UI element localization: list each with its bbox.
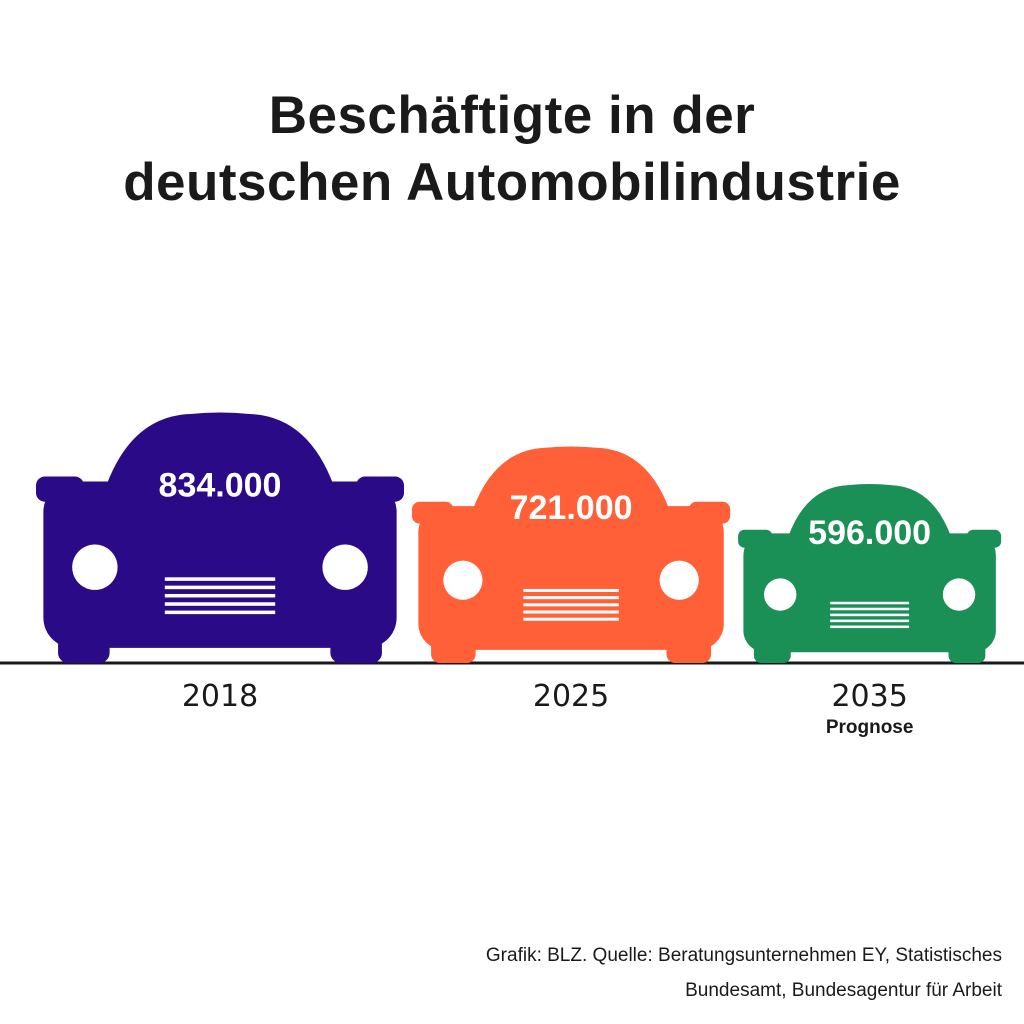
car-wheel-right (330, 622, 382, 663)
car-grille-line (523, 603, 619, 607)
car-roof (472, 446, 670, 511)
value-label-2025: 721.000 (510, 489, 633, 527)
car-wheel-right (666, 628, 712, 663)
car-grille-line (830, 625, 910, 629)
car-headlight-right (659, 560, 699, 600)
car-grille-line (164, 577, 276, 581)
car-grille-line (830, 601, 910, 605)
car-grille-line (830, 607, 910, 611)
car-body (743, 533, 996, 653)
car-grille-line (164, 593, 276, 598)
year-label-2025: 2025 (533, 679, 609, 714)
car-roof (788, 483, 952, 537)
car-bar-2035 (738, 483, 1002, 663)
car-headlight-right (322, 544, 368, 590)
car-grille-line (523, 596, 619, 600)
car-wheel-left (431, 628, 476, 663)
year-label-2035: 2035 (831, 679, 907, 714)
car-grille-line (523, 588, 619, 592)
note-label-2035: Prognose (826, 717, 914, 738)
chart-title-line-1: Beschäftigte in der (268, 86, 756, 145)
car-grille-line (164, 610, 276, 615)
car-headlight-left (443, 560, 483, 600)
car-wheel-left (753, 634, 791, 663)
car-headlight-right (942, 578, 976, 611)
car-grille-line (523, 610, 619, 614)
value-label-2035: 596.000 (808, 514, 931, 552)
car-body (418, 506, 724, 650)
value-label-2018: 834.000 (159, 467, 282, 505)
car-bar-2025 (412, 446, 731, 663)
chart-title-line-2: deutschen Automobilindustrie (123, 153, 901, 212)
car-bar-2018 (36, 412, 404, 663)
chart-title: Beschäftigte in der deutschen Automobili… (0, 82, 1024, 216)
car-wheel-right (948, 634, 986, 663)
car-body (43, 481, 397, 648)
car-grille-line (523, 617, 619, 621)
car-grille-line (830, 619, 910, 623)
source-line-1: Grafik: BLZ. Quelle: Beratungsunternehme… (485, 945, 1002, 966)
car-grille-line (164, 585, 276, 590)
car-roof (105, 412, 335, 487)
car-grille-line (164, 602, 276, 606)
car-grille-line (830, 613, 910, 617)
year-label-2018: 2018 (182, 679, 258, 714)
car-headlight-left (72, 544, 118, 590)
car-headlight-left (764, 578, 797, 611)
source-note: Grafik: BLZ. Quelle: Beratungsunternehme… (362, 938, 1002, 1008)
car-wheel-left (58, 622, 110, 663)
source-line-2: Bundesamt, Bundesagentur für Arbeit (685, 980, 1002, 1001)
